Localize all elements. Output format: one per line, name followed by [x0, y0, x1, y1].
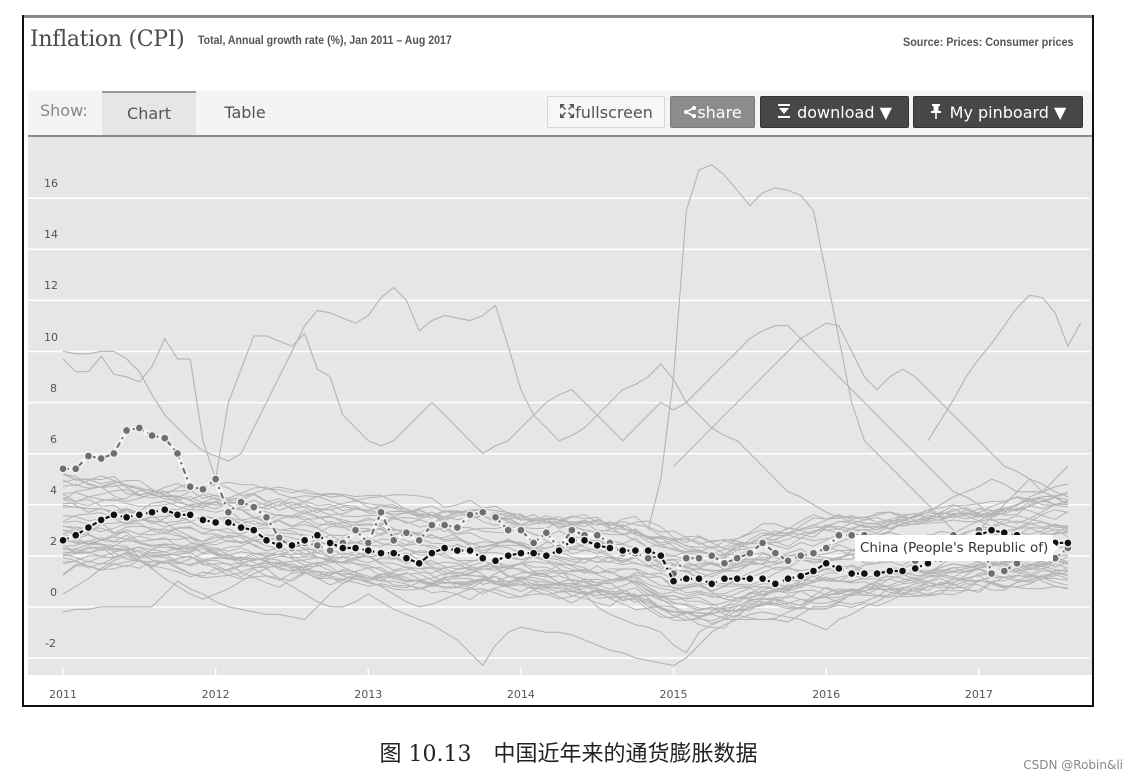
- x-tick-label: 2015: [659, 688, 688, 701]
- y-tick-label: 2: [50, 534, 57, 548]
- chart-title: Inflation (CPI): [30, 27, 185, 52]
- share-button[interactable]: share: [670, 96, 755, 128]
- y-tick-label: 6: [50, 432, 57, 446]
- share-icon: [683, 98, 697, 130]
- x-tick-label: 2017: [964, 688, 993, 701]
- y-tick-label: 16: [44, 177, 58, 191]
- download-label: download ▼: [797, 103, 892, 122]
- x-tick-label: 2014: [506, 688, 535, 701]
- y-tick-label: 12: [44, 279, 58, 293]
- y-tick-label: -2: [45, 637, 56, 651]
- series-tooltip: China (People's Republic of): [855, 535, 1060, 561]
- chart-header: Inflation (CPI) Total, Annual growth rat…: [30, 27, 1092, 61]
- tab-table[interactable]: Table: [224, 103, 266, 122]
- toolbar: Show: Chart Table fullscreen share downl…: [28, 91, 1092, 137]
- chart-subtitle: Total, Annual growth rate (%), Jan 2011 …: [197, 32, 452, 47]
- top-rule: [24, 15, 1092, 18]
- figure-caption: 图 10.13 中国近年来的通货膨胀数据: [379, 742, 758, 767]
- download-icon: [777, 98, 791, 130]
- y-tick-label: 14: [44, 228, 58, 242]
- tab-chart[interactable]: Chart: [102, 91, 196, 135]
- fullscreen-label: fullscreen: [575, 103, 653, 122]
- y-tick-label: 8: [50, 381, 57, 395]
- y-tick-label: 0: [50, 586, 57, 599]
- watermark: CSDN @Robin&li: [1023, 758, 1123, 772]
- pinboard-label: My pinboard ▼: [949, 103, 1067, 122]
- pinboard-button[interactable]: My pinboard ▼: [913, 96, 1083, 128]
- x-tick-label: 2016: [812, 688, 841, 701]
- share-label: share: [697, 103, 742, 122]
- fullscreen-button[interactable]: fullscreen: [547, 96, 665, 128]
- x-tick-label: 2011: [49, 688, 77, 701]
- fullscreen-icon: [559, 98, 575, 130]
- pin-icon: [930, 98, 942, 130]
- source-link[interactable]: Source: Prices: Consumer prices: [903, 35, 1074, 49]
- download-button[interactable]: download ▼: [760, 96, 909, 128]
- x-tick-label: 2012: [201, 688, 230, 701]
- x-tick-label: 2013: [354, 688, 383, 701]
- y-tick-label: 4: [50, 483, 57, 497]
- show-label: Show:: [40, 101, 88, 120]
- y-tick-label: 10: [44, 330, 58, 344]
